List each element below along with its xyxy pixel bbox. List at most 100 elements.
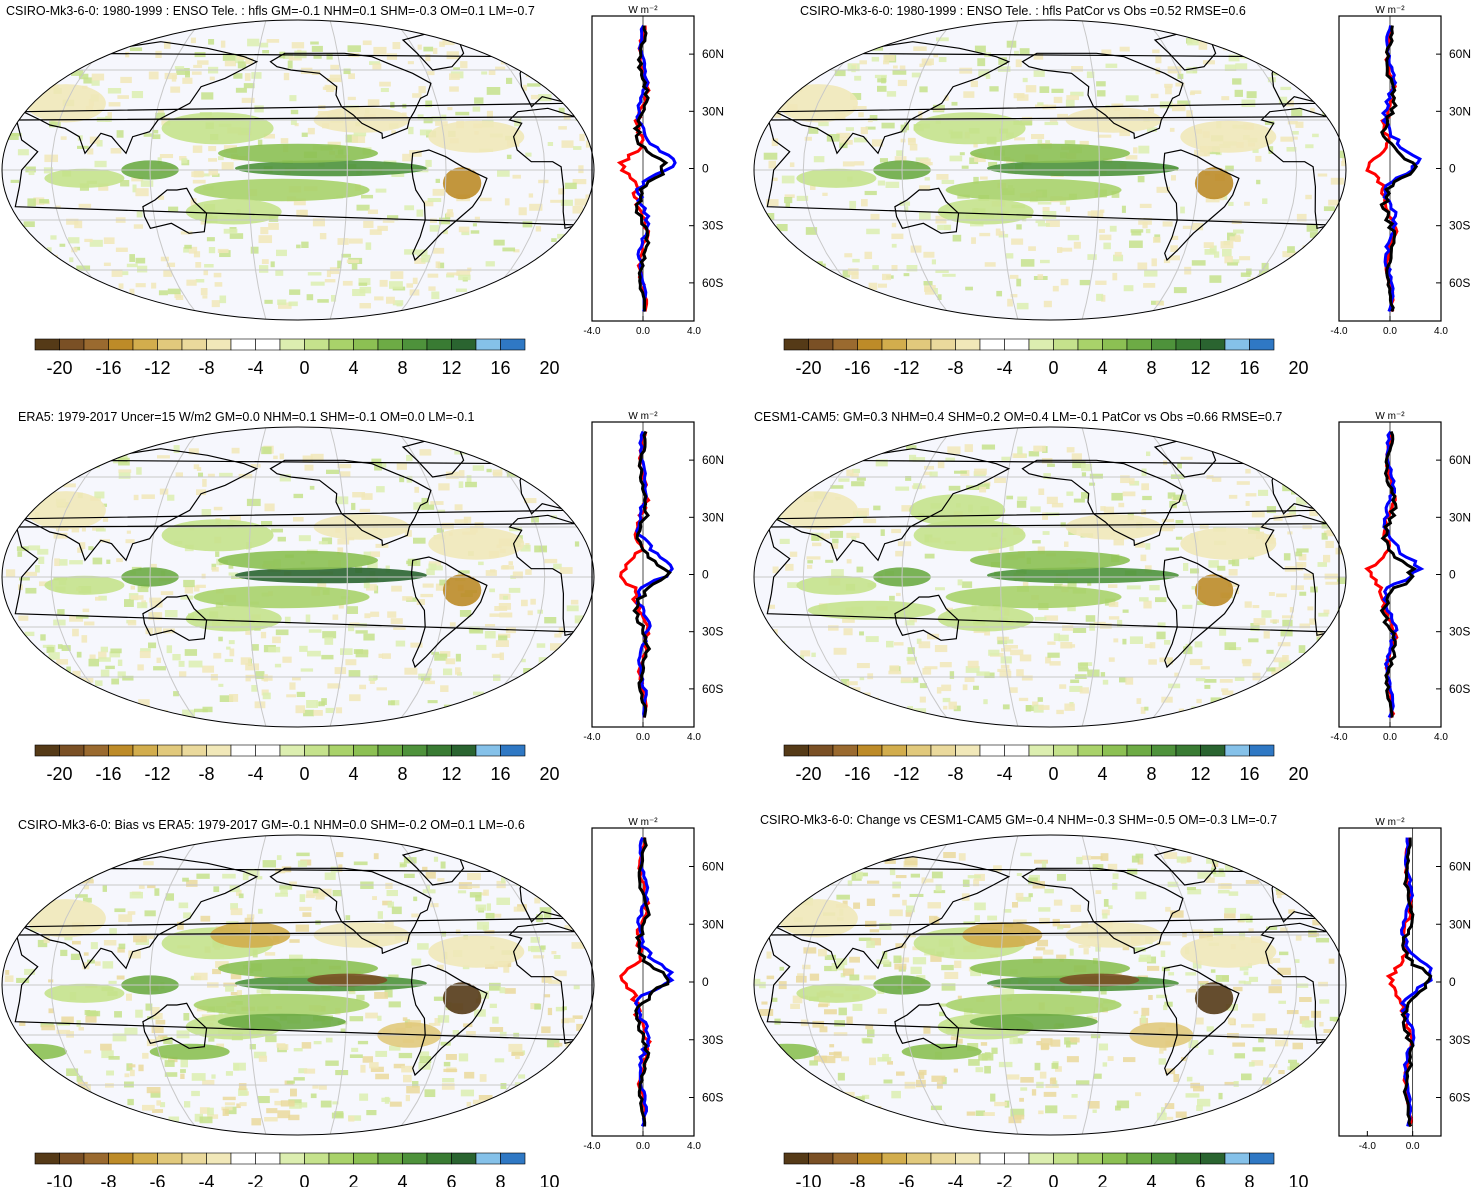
field-cell (1275, 1081, 1286, 1089)
coastline-north-america (1021, 867, 1184, 955)
field-anomaly (217, 1013, 346, 1030)
field-cell (939, 1011, 945, 1017)
field-cell (251, 72, 262, 79)
field-cell (479, 197, 492, 202)
field-cell (1053, 96, 1063, 104)
field-cell (524, 498, 537, 504)
field-cell (497, 169, 510, 177)
field-cell (571, 942, 585, 949)
field-cell (1175, 82, 1185, 87)
field-anomaly (218, 550, 378, 570)
field-cell (963, 91, 975, 98)
field-cell (268, 223, 279, 230)
field-cell (104, 451, 115, 458)
field-cell (973, 176, 979, 184)
field-cell (246, 498, 261, 507)
field-cell (107, 88, 122, 94)
field-cell (1180, 206, 1185, 214)
field-cell (930, 954, 942, 962)
field-cell (467, 884, 480, 889)
field-cell (164, 72, 178, 80)
field-cell (363, 633, 375, 641)
field-cell (230, 908, 243, 916)
diff-profile-line (634, 837, 670, 1127)
field-cell (818, 48, 825, 56)
field-cell (981, 444, 996, 450)
field-cell (1064, 703, 1075, 711)
field-cell (1240, 272, 1251, 277)
field-cell (498, 635, 508, 641)
field-cell (79, 677, 94, 683)
field-cell (213, 272, 222, 278)
field-cell (984, 628, 991, 636)
field-cell (1016, 94, 1029, 101)
field-cell (880, 529, 885, 536)
field-cell (98, 183, 109, 191)
field-cell (30, 1068, 38, 1076)
field-cell (254, 701, 266, 709)
field-cell (288, 1099, 302, 1105)
field-cell (1122, 638, 1127, 645)
field-cell (82, 962, 90, 970)
field-cell (197, 60, 209, 65)
field-cell (975, 1067, 984, 1073)
field-cell (891, 528, 902, 534)
field-cell (518, 207, 527, 216)
field-cell (276, 249, 287, 257)
field-cell (82, 897, 92, 903)
field-cell (1155, 56, 1162, 64)
field-cell (947, 446, 961, 455)
field-cell (245, 57, 254, 65)
field-cell (393, 1063, 405, 1069)
field-cell (486, 903, 492, 911)
field-cell (406, 454, 413, 462)
field-cell (83, 77, 93, 84)
field-cell (111, 678, 120, 685)
field-cell (359, 303, 372, 309)
colorbar-box (1126, 1152, 1152, 1165)
field-cell (458, 226, 470, 233)
field-cell (106, 559, 111, 564)
field-cell (194, 708, 208, 713)
field-cell (190, 37, 196, 44)
field-cell (168, 206, 179, 212)
field-cell (337, 464, 352, 469)
field-cell (103, 940, 117, 946)
field-cell (871, 56, 880, 62)
colorbar-label: -8 (849, 1172, 865, 1187)
field-cell (251, 644, 259, 651)
field-cell (1341, 161, 1346, 167)
lat-label: 60S (1449, 1091, 1470, 1105)
field-cell (396, 462, 407, 470)
field-cell (1268, 469, 1281, 477)
field-cell (158, 290, 168, 296)
field-cell (573, 146, 582, 150)
field-cell (1203, 242, 1214, 248)
field-cell (279, 474, 291, 482)
field-cell (219, 472, 233, 478)
field-cell (172, 654, 181, 661)
field-cell (565, 1057, 572, 1064)
x-tick-label: 4.0 (687, 1141, 701, 1152)
field-cell (254, 105, 264, 113)
field-cell (40, 1022, 54, 1028)
field-cell (834, 70, 846, 77)
field-cell (1296, 213, 1307, 222)
field-cell (1076, 856, 1083, 865)
field-cell (319, 233, 327, 240)
field-cell (1211, 476, 1222, 482)
field-cell (416, 599, 426, 605)
field-cell (173, 445, 180, 454)
field-cell (899, 65, 906, 71)
field-cell (1037, 939, 1049, 947)
field-cell (137, 265, 148, 273)
field-cell (101, 854, 107, 860)
field-cell (1070, 644, 1076, 648)
field-cell (808, 127, 819, 134)
field-cell (1319, 1022, 1324, 1027)
field-cell (763, 152, 778, 160)
field-cell (516, 300, 529, 309)
field-cell (1293, 1093, 1302, 1102)
map-border (1, 426, 595, 728)
